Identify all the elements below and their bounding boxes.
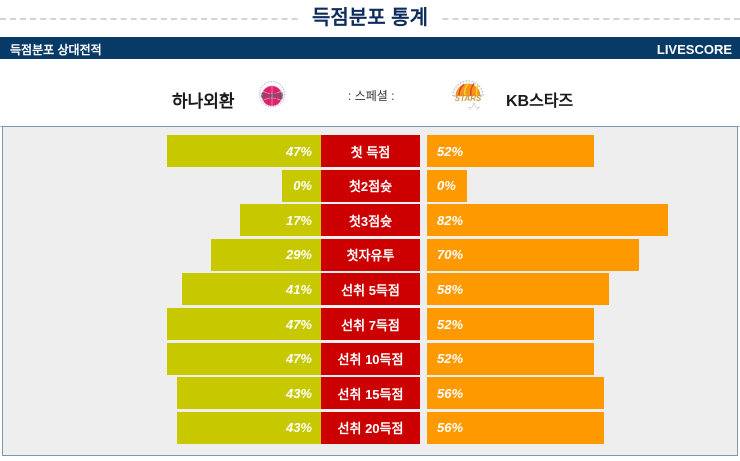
svg-text:STARS: STARS — [455, 94, 482, 103]
